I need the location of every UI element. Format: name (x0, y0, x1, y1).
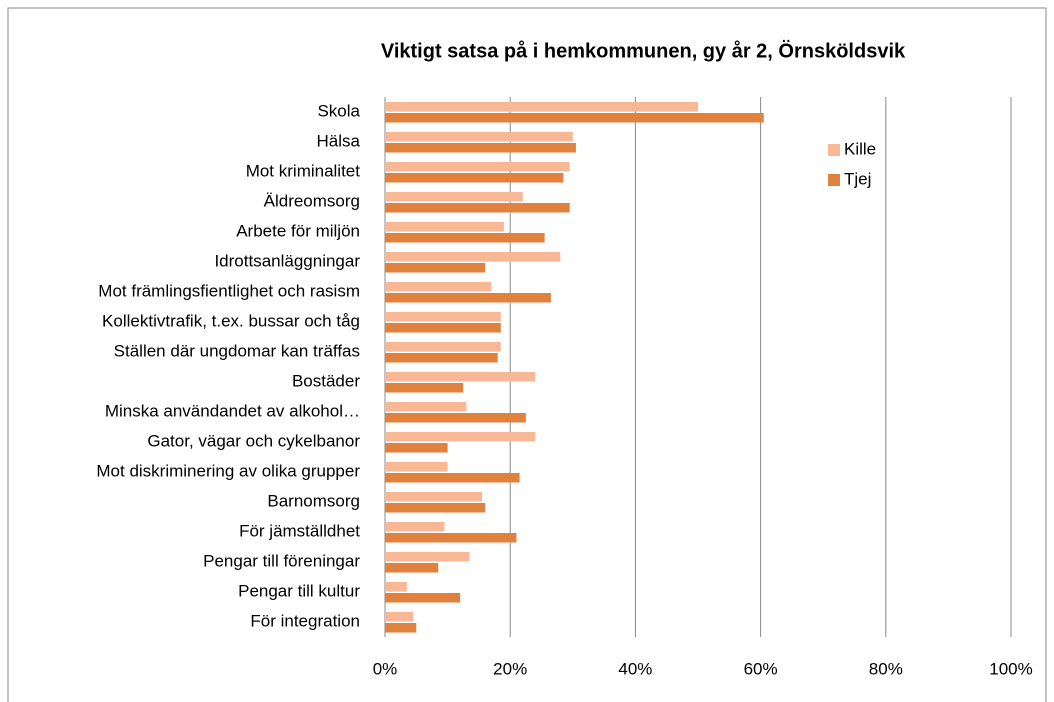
y-tick-label: Skola (317, 101, 360, 120)
legend-swatch (828, 174, 840, 186)
bar (385, 173, 564, 183)
chart-frame (7, 7, 1047, 702)
bar (385, 143, 576, 153)
x-tick-label: 40% (618, 659, 652, 678)
bar (385, 612, 414, 622)
bar (385, 563, 439, 573)
x-tick-label: 100% (989, 659, 1032, 678)
bar (385, 473, 520, 483)
bar (385, 413, 526, 423)
bar (385, 192, 523, 202)
bar (385, 102, 698, 112)
legend-label: Tjej (844, 169, 871, 188)
bar (385, 462, 448, 472)
y-tick-label: Arbete för miljön (236, 221, 360, 240)
bar (385, 372, 536, 382)
bar (385, 353, 498, 363)
y-tick-label: För jämställdhet (239, 521, 360, 540)
bar (385, 443, 448, 453)
bar (385, 282, 492, 292)
bar (385, 342, 501, 352)
y-tick-label: Pengar till kultur (238, 581, 360, 600)
bar (385, 323, 501, 333)
y-tick-label: För integration (250, 611, 360, 630)
bar (385, 503, 486, 513)
x-tick-label: 60% (744, 659, 778, 678)
y-tick-label: Barnomsorg (267, 491, 360, 510)
y-tick-label: Mot kriminalitet (246, 161, 361, 180)
x-tick-label: 20% (493, 659, 527, 678)
bar (385, 312, 501, 322)
y-tick-label: Mot främlingsfientlighet och rasism (98, 281, 360, 300)
bar (385, 432, 536, 442)
y-tick-label: Idrottsanläggningar (214, 251, 360, 270)
bar (385, 293, 551, 303)
bar (385, 623, 417, 633)
bar (385, 233, 545, 243)
bar (385, 162, 570, 172)
y-tick-label: Pengar till föreningar (203, 551, 360, 570)
bar (385, 383, 464, 393)
legend-swatch (828, 144, 840, 156)
y-tick-label: Minska användandet av alkohol… (105, 401, 360, 420)
y-tick-label: Kollektivtrafik, t.ex. bussar och tåg (102, 311, 360, 330)
bar (385, 582, 407, 592)
bar (385, 252, 561, 262)
y-tick-label: Hälsa (317, 131, 361, 150)
y-tick-label: Gator, vägar och cykelbanor (147, 431, 360, 450)
chart-title: Viktigt satsa på i hemkommunen, gy år 2,… (381, 39, 906, 62)
legend-label: Kille (844, 139, 876, 158)
y-tick-label: Ställen där ungdomar kan träffas (114, 341, 360, 360)
bar (385, 203, 570, 213)
x-tick-label: 0% (373, 659, 398, 678)
y-tick-label: Äldreomsorg (264, 191, 360, 210)
bar (385, 222, 504, 232)
bar (385, 552, 470, 562)
bar (385, 263, 486, 273)
y-tick-label: Mot diskriminering av olika grupper (96, 461, 360, 480)
bar (385, 593, 461, 603)
bar (385, 533, 517, 543)
x-tick-label: 80% (869, 659, 903, 678)
bar (385, 522, 445, 532)
bar (385, 132, 573, 142)
y-tick-label: Bostäder (292, 371, 360, 390)
bar (385, 492, 483, 502)
bar (385, 113, 764, 123)
bar (385, 402, 467, 412)
